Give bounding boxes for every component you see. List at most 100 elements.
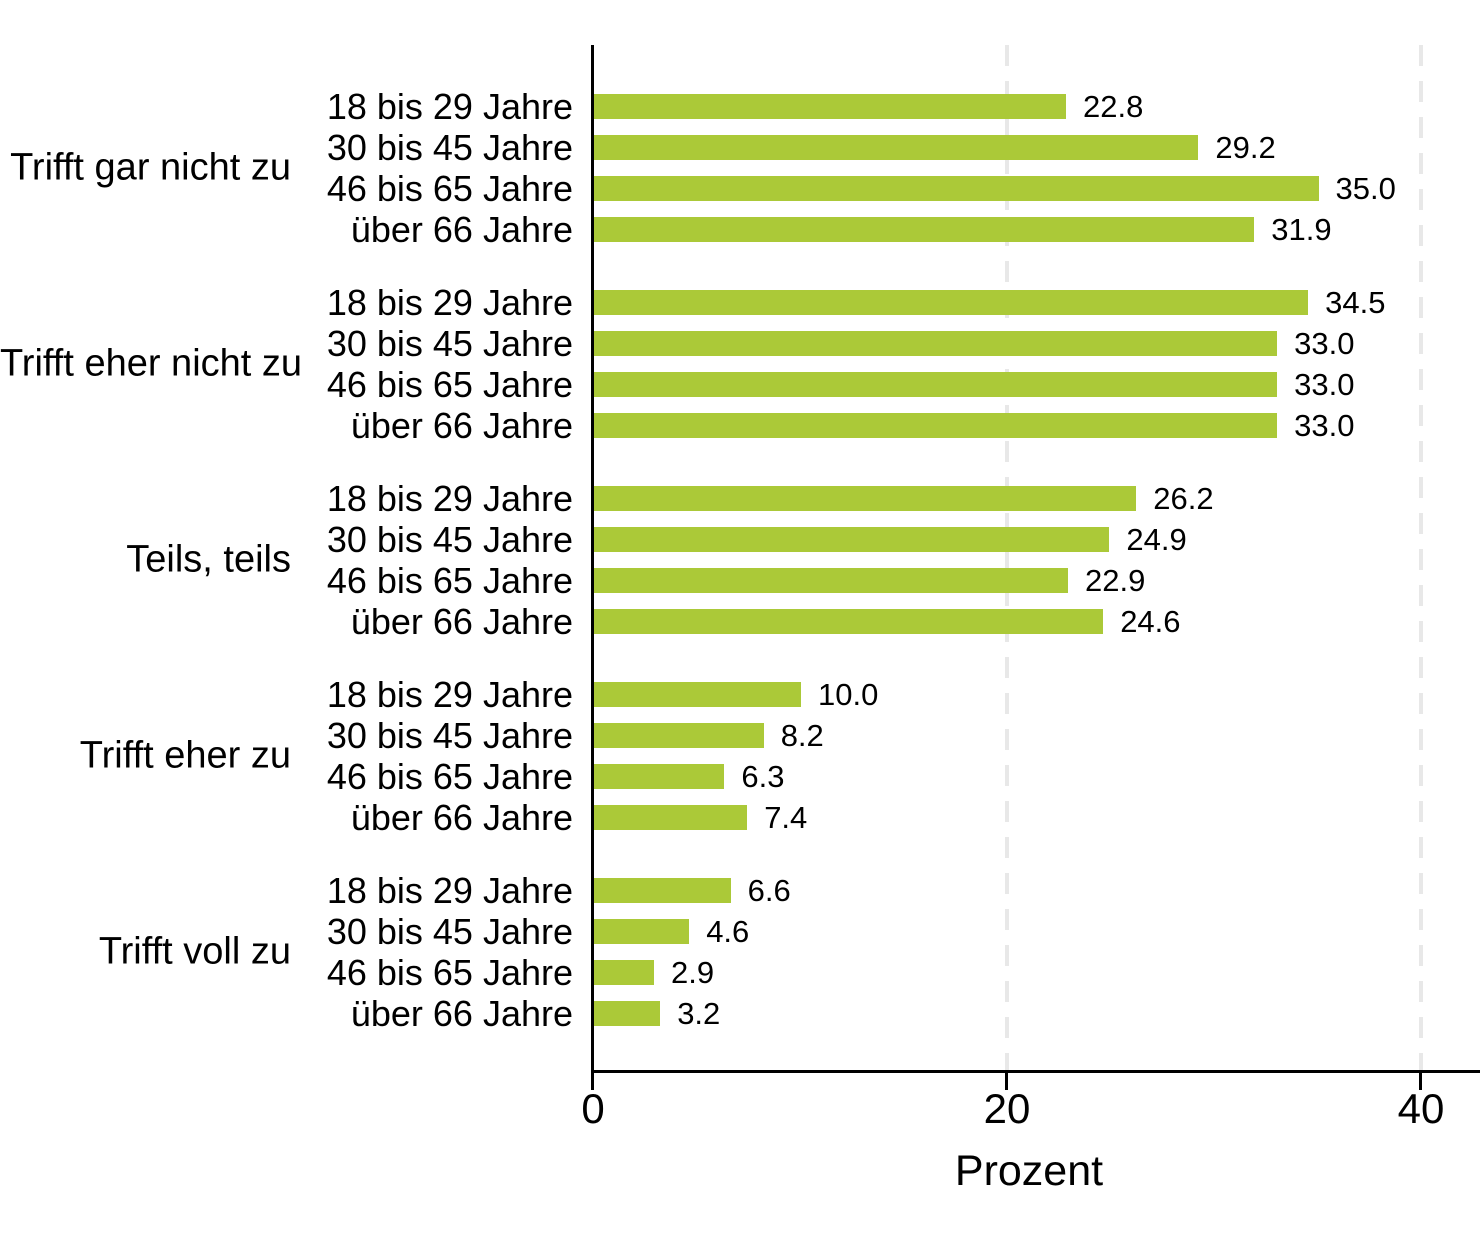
value-label: 10.0 <box>818 676 879 712</box>
bar-group: Trifft gar nicht zu 18 bis 29 Jahre 22.8 30… <box>0 86 1480 250</box>
bar-row: 46 bis 65 Jahre 6.3 <box>0 756 1480 797</box>
age-category-label: 30 bis 45 Jahre <box>326 714 573 756</box>
bar <box>594 331 1278 356</box>
bar-row: 30 bis 45 Jahre 29.2 <box>0 127 1480 168</box>
bar-row: 18 bis 29 Jahre 34.5 <box>0 282 1480 323</box>
bar <box>594 805 748 830</box>
age-category-label: 18 bis 29 Jahre <box>326 281 573 323</box>
x-tick-label-20: 20 <box>983 1085 1031 1132</box>
value-label: 33.0 <box>1294 325 1355 361</box>
value-label: 7.4 <box>764 799 808 835</box>
bar-row: 18 bis 29 Jahre 6.6 <box>0 870 1480 911</box>
gridline-20 <box>1005 45 1009 1070</box>
bar-row: 46 bis 65 Jahre 22.9 <box>0 560 1480 601</box>
group-label: Trifft gar nicht zu <box>10 146 291 189</box>
x-tick-label-0: 0 <box>581 1085 605 1132</box>
bar <box>594 176 1319 201</box>
x-tick-40 <box>1419 1073 1422 1090</box>
group-label: Trifft eher zu <box>79 734 291 777</box>
age-category-label: 46 bis 65 Jahre <box>326 559 573 601</box>
bar-row: 46 bis 65 Jahre 2.9 <box>0 952 1480 993</box>
bar <box>594 682 801 707</box>
bar-group: Trifft eher nicht zu 18 bis 29 Jahre 34.5 3… <box>0 282 1480 446</box>
value-label: 2.9 <box>671 954 715 990</box>
bar <box>594 413 1278 438</box>
bar-row: über 66 Jahre 31.9 <box>0 209 1480 250</box>
value-label: 22.9 <box>1085 562 1146 598</box>
value-label: 22.8 <box>1083 88 1144 124</box>
age-category-label: 46 bis 65 Jahre <box>326 167 573 209</box>
value-label: 6.6 <box>747 872 791 908</box>
age-category-label: 18 bis 29 Jahre <box>326 869 573 911</box>
bar-row: 46 bis 65 Jahre 33.0 <box>0 364 1480 405</box>
age-category-label: 30 bis 45 Jahre <box>326 126 573 168</box>
value-label: 8.2 <box>780 717 824 753</box>
value-label: 33.0 <box>1294 407 1355 443</box>
x-axis-title: Prozent <box>954 1147 1104 1195</box>
bar-row: 30 bis 45 Jahre 24.9 <box>0 519 1480 560</box>
bar-row: 18 bis 29 Jahre 26.2 <box>0 478 1480 519</box>
x-axis-line <box>591 1070 1480 1073</box>
age-category-label: 30 bis 45 Jahre <box>326 910 573 952</box>
value-label: 35.0 <box>1335 170 1396 206</box>
x-tick-0 <box>591 1073 594 1090</box>
bar <box>594 1001 661 1026</box>
age-category-label: über 66 Jahre <box>350 600 573 642</box>
value-label: 34.5 <box>1325 284 1386 320</box>
bar-row: 18 bis 29 Jahre 22.8 <box>0 86 1480 127</box>
age-category-label: über 66 Jahre <box>350 992 573 1034</box>
bar-row: 30 bis 45 Jahre 33.0 <box>0 323 1480 364</box>
bar <box>594 919 690 944</box>
bar <box>594 372 1278 397</box>
bar-group: Trifft eher zu 18 bis 29 Jahre 10.0 30 bis … <box>0 674 1480 838</box>
bar <box>594 486 1137 511</box>
bar-row: 18 bis 29 Jahre 10.0 <box>0 674 1480 715</box>
bar-row: über 66 Jahre 33.0 <box>0 405 1480 446</box>
age-category-label: 18 bis 29 Jahre <box>326 673 573 715</box>
bar <box>594 94 1066 119</box>
age-category-label: 18 bis 29 Jahre <box>326 477 573 519</box>
bar <box>594 723 764 748</box>
gridline-40 <box>1419 45 1423 1070</box>
x-tick-label-40: 40 <box>1397 1085 1445 1132</box>
age-category-label: über 66 Jahre <box>350 404 573 446</box>
value-label: 3.2 <box>677 995 721 1031</box>
bar-row: über 66 Jahre 3.2 <box>0 993 1480 1034</box>
age-category-label: 46 bis 65 Jahre <box>326 755 573 797</box>
value-label: 33.0 <box>1294 366 1355 402</box>
value-label: 29.2 <box>1215 129 1276 165</box>
group-label: Trifft voll zu <box>98 930 291 973</box>
bar-rows: Trifft gar nicht zu 18 bis 29 Jahre 22.8 30… <box>0 86 1480 1066</box>
bar <box>594 135 1199 160</box>
age-category-label: 18 bis 29 Jahre <box>326 85 573 127</box>
y-axis-line <box>591 45 594 1073</box>
bar-row: 46 bis 65 Jahre 35.0 <box>0 168 1480 209</box>
bar <box>594 878 731 903</box>
bar <box>594 568 1068 593</box>
bar <box>594 609 1104 634</box>
age-category-label: über 66 Jahre <box>350 208 573 250</box>
value-label: 24.6 <box>1120 603 1181 639</box>
bar <box>594 764 725 789</box>
bar-group: Trifft voll zu 18 bis 29 Jahre 6.6 30 bis 4… <box>0 870 1480 1034</box>
bar-row: über 66 Jahre 24.6 <box>0 601 1480 642</box>
group-label: Trifft eher nicht zu <box>0 342 303 385</box>
bar <box>594 527 1110 552</box>
group-label: Teils, teils <box>126 538 291 581</box>
value-label: 26.2 <box>1153 480 1214 516</box>
bar-row: 30 bis 45 Jahre 4.6 <box>0 911 1480 952</box>
bar <box>594 960 654 985</box>
x-tick-20 <box>1005 1073 1008 1090</box>
age-category-label: über 66 Jahre <box>350 796 573 838</box>
bar-row: 30 bis 45 Jahre 8.2 <box>0 715 1480 756</box>
bar-row: über 66 Jahre 7.4 <box>0 797 1480 838</box>
value-label: 4.6 <box>706 913 750 949</box>
bar <box>594 290 1309 315</box>
bar-group: Teils, teils 18 bis 29 Jahre 26.2 30 bis 45… <box>0 478 1480 642</box>
value-label: 31.9 <box>1271 211 1332 247</box>
age-category-label: 46 bis 65 Jahre <box>326 363 573 405</box>
age-category-label: 30 bis 45 Jahre <box>326 518 573 560</box>
value-label: 6.3 <box>741 758 785 794</box>
bar <box>594 217 1255 242</box>
